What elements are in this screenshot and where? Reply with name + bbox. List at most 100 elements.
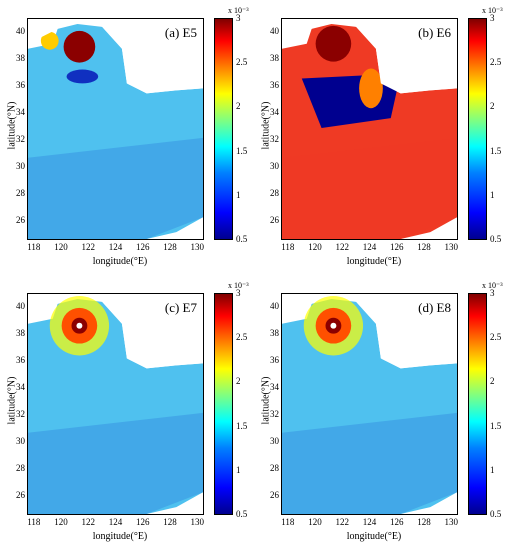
panel-label: (d) E8 — [418, 300, 451, 316]
sea-band — [28, 412, 203, 514]
sea-band — [28, 137, 203, 239]
x-tick-label: 122 — [81, 242, 96, 252]
x-axis-label: longitude(°E) — [92, 256, 148, 267]
y-tick-label: 34 — [270, 107, 279, 118]
y-tick-label: 26 — [16, 489, 25, 500]
y-tick-label: 34 — [270, 382, 279, 393]
colorbar-exponent: x 10⁻³ — [228, 281, 249, 290]
colorbar — [468, 293, 487, 515]
y-axis-label: latitude(°N) — [6, 376, 18, 425]
colorbar-tick-label: 3 — [236, 13, 241, 23]
concentration-hotspot — [303, 295, 364, 356]
colorbar-exponent: x 10⁻³ — [482, 6, 503, 15]
y-tick-label: 34 — [16, 107, 25, 118]
map-panel-1: (b) E6 118 120 122 124 126 128 130 40 38 36 34 32 30 2… — [254, 0, 507, 275]
map-panel-3: (d) E8 118 120 122 124 126 128 130 40 38 36 34 32 30 2… — [254, 275, 507, 550]
y-tick-label: 38 — [270, 328, 279, 339]
colorbar-tick-label: 1.5 — [236, 145, 248, 156]
x-tick-label: 126 — [135, 242, 150, 252]
y-tick-label: 36 — [16, 355, 25, 366]
land-mask — [28, 19, 203, 94]
map-plot-area: (b) E6 — [281, 18, 458, 240]
colorbar-tick-label: 2.5 — [236, 332, 248, 343]
y-tick-label: 38 — [16, 328, 25, 339]
y-tick-label: 38 — [16, 53, 25, 64]
colorbar-tick-label: 2.5 — [490, 332, 502, 343]
y-axis-label: latitude(°N) — [260, 376, 272, 425]
colorbar-tick-label: 2 — [490, 376, 495, 387]
x-axis-label: longitude(°E) — [92, 531, 148, 542]
x-tick-label: 120 — [308, 517, 322, 527]
sea-band — [282, 137, 457, 239]
x-tick-label: 126 — [389, 242, 404, 252]
colorbar-tick-label: 0.5 — [236, 509, 248, 519]
colorbar-exponent: x 10⁻³ — [482, 281, 503, 290]
y-tick-label: 30 — [270, 161, 279, 171]
map-plot-area: (d) E8 — [281, 293, 458, 515]
map-plot-area: (a) E5 — [27, 18, 204, 240]
panel-label: (b) E6 — [418, 25, 451, 41]
y-tick-label: 26 — [270, 214, 279, 225]
colorbar-tick-label: 2 — [236, 376, 241, 387]
colorbar — [214, 293, 233, 515]
x-tick-label: 128 — [163, 242, 177, 252]
y-tick-label: 34 — [16, 382, 25, 393]
land-mask — [28, 294, 203, 369]
colorbar-exponent: x 10⁻³ — [228, 6, 249, 15]
land-mask — [282, 19, 457, 94]
colorbar-tick-label: 2 — [490, 101, 495, 112]
y-tick-label: 30 — [16, 161, 25, 171]
map-panel-2: (c) E7 118 120 122 124 126 128 130 40 38 36 34 32 30 2… — [0, 275, 253, 550]
y-tick-label: 40 — [16, 26, 25, 37]
y-tick-label: 28 — [270, 187, 279, 198]
x-tick-label: 124 — [108, 242, 123, 252]
colorbar-tick-label: 1 — [490, 464, 495, 475]
panel-label: (a) E5 — [164, 25, 197, 41]
y-tick-label: 32 — [16, 134, 25, 145]
x-tick-label: 130 — [444, 242, 458, 252]
x-axis-label: longitude(°E) — [346, 256, 402, 267]
colorbar-tick-label: 0.5 — [490, 509, 502, 519]
y-tick-label: 40 — [270, 301, 279, 312]
colorbar-tick-label: 3 — [490, 288, 495, 298]
colorbar-tick-label: 0.5 — [236, 234, 248, 244]
x-tick-label: 120 — [54, 242, 68, 252]
x-tick-label: 122 — [335, 242, 350, 252]
x-axis-label: longitude(°E) — [346, 531, 402, 542]
y-axis-label: latitude(°N) — [6, 101, 18, 150]
concentration-hotspot — [40, 30, 99, 84]
x-tick-label: 120 — [308, 242, 322, 252]
y-tick-label: 36 — [270, 80, 279, 91]
x-tick-label: 118 — [27, 517, 41, 527]
x-tick-label: 128 — [163, 517, 177, 527]
y-tick-label: 30 — [270, 436, 279, 446]
y-tick-label: 28 — [270, 462, 279, 473]
y-tick-label: 26 — [16, 214, 25, 225]
colorbar-tick-label: 1 — [236, 464, 241, 475]
concentration-hotspot — [301, 25, 401, 129]
colorbar-tick-label: 1.5 — [236, 420, 248, 431]
x-tick-label: 124 — [108, 517, 123, 527]
panel-label: (c) E7 — [164, 300, 197, 316]
x-tick-label: 122 — [81, 517, 96, 527]
x-tick-label: 128 — [417, 517, 431, 527]
y-tick-label: 32 — [270, 134, 279, 145]
x-tick-label: 130 — [444, 517, 458, 527]
y-tick-label: 30 — [16, 436, 25, 446]
x-tick-label: 128 — [417, 242, 431, 252]
x-tick-label: 118 — [281, 242, 295, 252]
colorbar-tick-label: 1.5 — [490, 145, 502, 156]
colorbar-tick-label: 2.5 — [490, 57, 502, 68]
y-tick-label: 36 — [270, 355, 279, 366]
y-tick-label: 40 — [270, 26, 279, 37]
x-tick-label: 126 — [135, 517, 150, 527]
map-plot-area: (c) E7 — [27, 293, 204, 515]
x-tick-label: 130 — [190, 517, 204, 527]
x-tick-label: 118 — [281, 517, 295, 527]
y-tick-label: 40 — [16, 301, 25, 312]
y-axis-label: latitude(°N) — [260, 101, 272, 150]
y-tick-label: 36 — [16, 80, 25, 91]
y-tick-label: 26 — [270, 489, 279, 500]
x-tick-label: 130 — [190, 242, 204, 252]
concentration-hotspot — [49, 295, 110, 356]
